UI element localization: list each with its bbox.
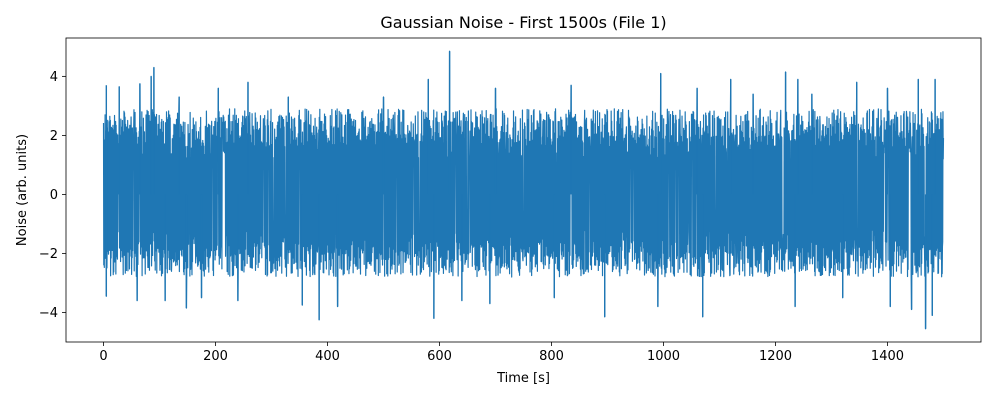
y-tick-label: −2 <box>39 247 58 262</box>
plot-data-group <box>102 50 945 330</box>
y-tick-label: 0 <box>50 188 58 203</box>
y-tick-label: 2 <box>50 129 58 144</box>
x-tick-label: 0 <box>99 349 107 364</box>
x-tick-label: 200 <box>203 349 228 364</box>
y-tick-label: −4 <box>39 306 58 321</box>
noise-series-line <box>102 50 945 330</box>
y-axis-ticks: −4 −2 0 2 4 <box>39 70 66 321</box>
axes-frame <box>65 37 982 343</box>
x-tick-label: 1000 <box>647 349 680 364</box>
y-tick-label: 4 <box>50 70 58 85</box>
x-tick-label: 1200 <box>759 349 792 364</box>
chart-title: Gaussian Noise - First 1500s (File 1) <box>380 13 666 32</box>
x-tick-label: 400 <box>315 349 340 364</box>
x-axis-ticks: 0 200 400 600 800 1000 1200 1400 <box>99 342 904 364</box>
y-axis-label: Noise (arb. units) <box>15 134 30 246</box>
x-tick-label: 800 <box>539 349 564 364</box>
x-tick-label: 600 <box>427 349 452 364</box>
x-axis-label: Time [s] <box>496 371 550 386</box>
x-tick-label: 1400 <box>871 349 904 364</box>
